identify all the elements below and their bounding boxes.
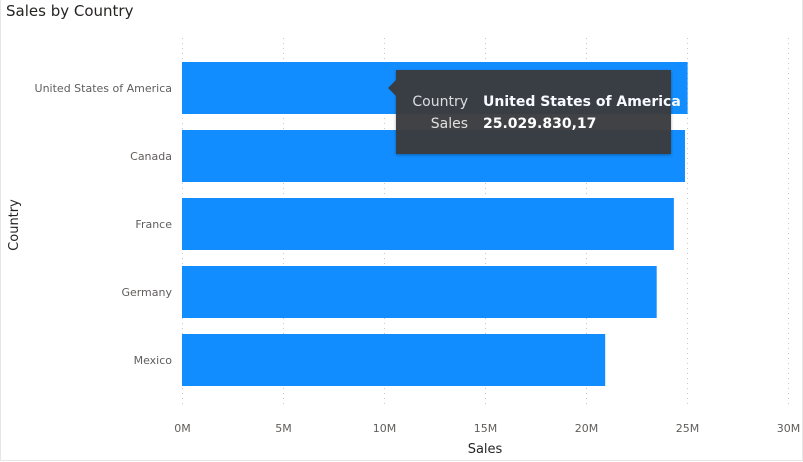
category-label: Mexico bbox=[134, 354, 173, 367]
category-axis: United States of America Canada France Germ… bbox=[35, 82, 173, 367]
y-axis-title: Country bbox=[7, 199, 22, 251]
x-tick-label: 30M bbox=[777, 422, 801, 435]
tooltip-value: 25.029.830,17 bbox=[483, 116, 597, 132]
tooltip-arrow bbox=[388, 80, 396, 96]
tooltip-key: Sales bbox=[430, 116, 468, 132]
category-label: France bbox=[135, 218, 172, 231]
x-axis-title: Sales bbox=[468, 442, 503, 457]
category-label: Germany bbox=[121, 286, 172, 299]
tooltip-row-sales: Sales 25.029.830,17 bbox=[396, 114, 671, 134]
tooltip-row-country: Country United States of America bbox=[396, 92, 680, 112]
x-tick-label: 25M bbox=[676, 422, 700, 435]
tooltip-value: United States of America bbox=[483, 94, 681, 110]
category-label: Canada bbox=[130, 150, 172, 163]
value-axis: 0M 5M 10M 15M 20M 25M 30M bbox=[174, 422, 800, 435]
bar[interactable] bbox=[182, 334, 606, 386]
bar[interactable] bbox=[182, 266, 657, 318]
tooltip-key: Country bbox=[412, 94, 468, 110]
x-tick-label: 5M bbox=[275, 422, 292, 435]
x-tick-label: 20M bbox=[575, 422, 599, 435]
chart-title: Sales by Country bbox=[6, 2, 134, 20]
bar[interactable] bbox=[182, 198, 674, 250]
x-tick-label: 10M bbox=[373, 422, 397, 435]
category-label: United States of America bbox=[35, 82, 172, 95]
x-tick-label: 0M bbox=[174, 422, 191, 435]
tooltip: Country United States of America Sales 2… bbox=[388, 70, 681, 154]
x-tick-label: 15M bbox=[474, 422, 498, 435]
